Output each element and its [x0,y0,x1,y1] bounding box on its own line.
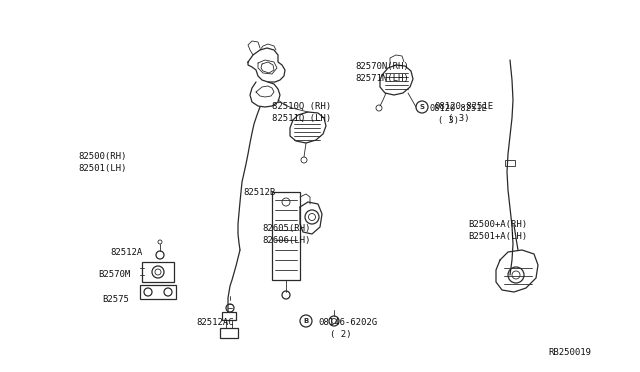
Bar [222,312,236,320]
Bar [140,285,176,299]
Text: 82512A: 82512A [110,248,142,257]
Text: 82500(RH): 82500(RH) [78,152,126,161]
Text: S: S [419,104,424,110]
Text: B: B [303,318,308,324]
Text: RB250019: RB250019 [548,348,591,357]
Text: ( 2): ( 2) [330,330,351,339]
Text: 08120-8251E: 08120-8251E [434,102,493,111]
Text: B2570M: B2570M [98,270,131,279]
Text: 08146-6202G: 08146-6202G [318,318,377,327]
Text: B2501+A(LH): B2501+A(LH) [468,232,527,241]
Bar [220,328,238,338]
Text: 82606(LH): 82606(LH) [262,236,310,245]
Text: 82510Q (RH): 82510Q (RH) [272,102,331,111]
Bar [505,160,515,166]
Text: 82605(RH): 82605(RH) [262,224,310,233]
Text: 82501(LH): 82501(LH) [78,164,126,173]
Text: B2500+A(RH): B2500+A(RH) [468,220,527,229]
Text: 82571N(LH): 82571N(LH) [355,74,409,83]
Text: 82570N(RH): 82570N(RH) [355,62,409,71]
Text: 82512AC: 82512AC [196,318,234,327]
Text: B2575: B2575 [102,295,129,304]
Text: ( 3): ( 3) [438,116,459,125]
Text: 82512B: 82512B [243,188,275,197]
Text: 08120-8251E: 08120-8251E [430,104,488,113]
Bar [142,262,174,282]
Bar [272,192,300,280]
Text: ( 3): ( 3) [448,114,470,123]
Text: 82511Q (LH): 82511Q (LH) [272,114,331,123]
